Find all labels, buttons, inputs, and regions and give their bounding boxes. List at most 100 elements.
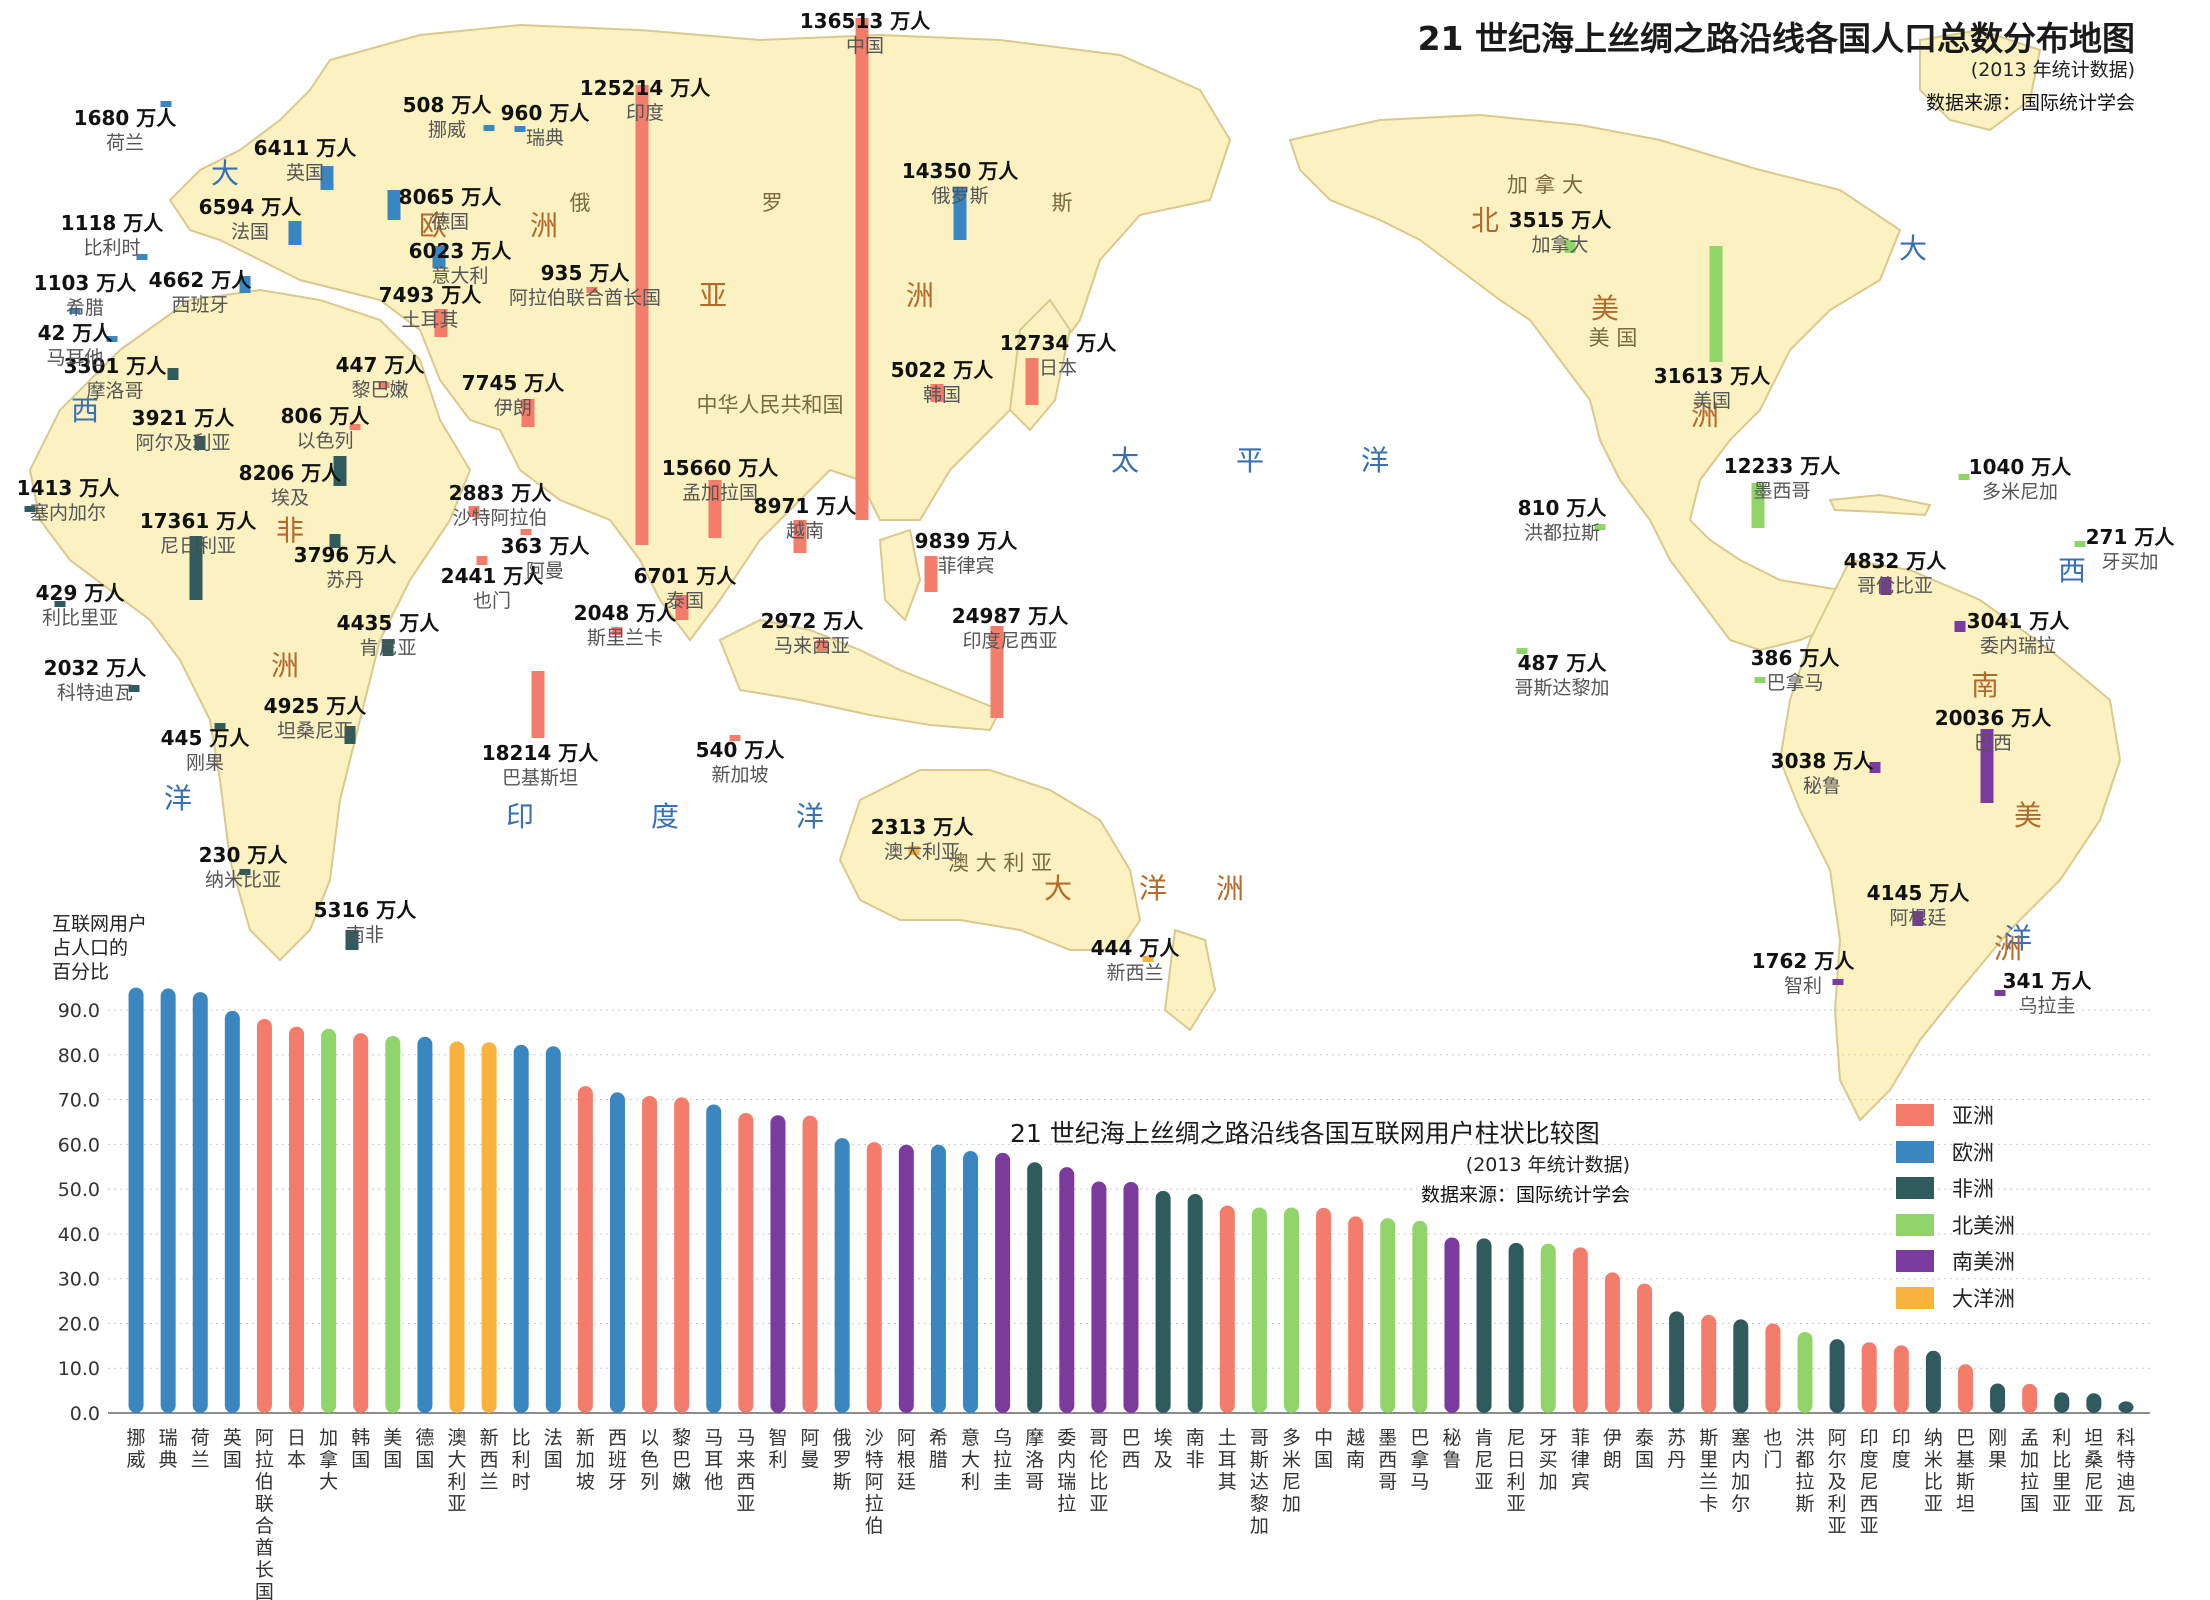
population-bar	[1980, 729, 1994, 803]
x-tick-label: 摩洛哥	[1025, 1427, 1044, 1493]
new-zealand-island	[1163, 928, 1217, 1032]
population-label: 12734 万人	[1000, 331, 1118, 355]
population-bar	[333, 456, 347, 486]
y-tick-label: 70.0	[58, 1090, 100, 1112]
population-label: 6701 万人	[634, 564, 738, 588]
x-tick-label: 越南	[1346, 1427, 1365, 1471]
country-label: 巴西	[1974, 732, 2012, 754]
continent-label: 洲	[1994, 932, 2022, 965]
population-label: 444 万人	[1091, 936, 1181, 960]
ocean-label: 太	[1111, 444, 1139, 477]
population-label: 5022 万人	[891, 358, 995, 382]
y-tick-label: 90.0	[58, 1000, 100, 1022]
population-label: 386 万人	[1751, 646, 1841, 670]
x-tick-label: 洪都拉斯	[1795, 1427, 1814, 1515]
country-label: 苏丹	[326, 569, 364, 591]
country-label: 纳米比亚	[205, 869, 281, 891]
population-bar	[1958, 474, 1970, 480]
bar	[866, 1142, 882, 1413]
x-tick-label: 瑞典	[159, 1427, 178, 1471]
population-label: 508 万人	[403, 93, 493, 117]
x-tick-label: 科特迪瓦	[2116, 1427, 2135, 1515]
population-bar	[214, 723, 226, 729]
population-label: 12233 万人	[1724, 454, 1842, 478]
country-label: 韩国	[923, 384, 961, 406]
japan-islands	[1008, 298, 1072, 432]
population-bar	[387, 190, 401, 220]
population-bar	[531, 671, 545, 738]
population-label: 5316 万人	[314, 898, 418, 922]
bar	[128, 987, 144, 1413]
x-tick-label: 肯尼亚	[1475, 1427, 1494, 1493]
bar	[963, 1151, 979, 1413]
x-tick-label: 黎巴嫩	[672, 1427, 691, 1493]
population-bar	[167, 368, 179, 380]
population-label: 429 万人	[36, 581, 126, 605]
population-bar	[288, 221, 302, 245]
country-label: 英国	[286, 162, 324, 184]
population-bar	[729, 735, 741, 741]
population-bar	[54, 601, 66, 607]
country-label: 印度尼西亚	[962, 630, 1057, 652]
country-label: 摩洛哥	[86, 380, 143, 402]
bar	[2022, 1383, 2038, 1413]
x-tick-label: 印度	[1892, 1427, 1911, 1471]
bar	[449, 1041, 465, 1413]
continent-label: 洲	[1216, 872, 1244, 905]
population-label: 271 万人	[2086, 525, 2176, 549]
bar	[545, 1046, 561, 1413]
population-label: 487 万人	[1518, 651, 1608, 675]
population-bar	[1880, 577, 1892, 595]
greenland-landmass	[1919, 28, 2042, 132]
x-tick-label: 南非	[1186, 1427, 1205, 1471]
x-tick-label: 日本	[287, 1427, 306, 1471]
population-bar	[1832, 979, 1844, 985]
population-bar	[521, 399, 535, 427]
bar	[802, 1115, 818, 1413]
x-tick-label: 牙买加	[1539, 1427, 1558, 1493]
ocean-label: 度	[651, 800, 679, 833]
bar	[1957, 1364, 1973, 1413]
country-label: 以色列	[296, 430, 353, 452]
bar	[1861, 1342, 1877, 1413]
country-label: 哥伦比亚	[1857, 575, 1933, 597]
bar	[289, 1026, 305, 1413]
population-bar	[128, 685, 140, 692]
country-label: 意大利	[431, 265, 488, 287]
population-label: 17361 万人	[140, 509, 258, 533]
bar	[1637, 1283, 1653, 1413]
bar	[1797, 1331, 1813, 1413]
bar	[224, 1010, 240, 1413]
y-tick-label: 20.0	[58, 1313, 100, 1335]
country-label: 哥斯达黎加	[1514, 677, 1609, 699]
population-label: 1118 万人	[61, 211, 165, 235]
population-bar	[239, 276, 251, 293]
bar	[1444, 1237, 1460, 1413]
population-bar	[908, 846, 920, 855]
legend-item-south-america: 南美洲	[1896, 1243, 2015, 1280]
population-label: 7745 万人	[462, 371, 566, 395]
bar	[1476, 1238, 1492, 1413]
population-label: 960 万人	[501, 101, 591, 125]
bar	[1219, 1205, 1235, 1413]
x-tick-label: 哥斯达黎加	[1250, 1427, 1269, 1537]
country-label: 也门	[473, 590, 511, 612]
legend-label: 欧洲	[1952, 1140, 1994, 1165]
population-label: 341 万人	[2003, 969, 2093, 993]
bar	[1316, 1207, 1332, 1413]
population-label: 3921 万人	[132, 406, 236, 430]
population-label: 6594 万人	[199, 195, 303, 219]
population-bar	[520, 529, 532, 535]
y-tick-label: 10.0	[58, 1358, 100, 1380]
bar	[1733, 1319, 1749, 1413]
legend-label: 亚洲	[1952, 1104, 1994, 1129]
population-bar	[816, 640, 828, 651]
x-tick-label: 塞内加尔	[1731, 1427, 1750, 1515]
population-label: 3515 万人	[1509, 208, 1613, 232]
population-bar	[1994, 990, 2006, 996]
bar	[1283, 1207, 1299, 1413]
population-label: 6411 万人	[254, 136, 358, 160]
chart-source: 数据来源：国际统计学会	[1420, 1184, 1630, 1206]
bar	[1990, 1383, 2006, 1413]
